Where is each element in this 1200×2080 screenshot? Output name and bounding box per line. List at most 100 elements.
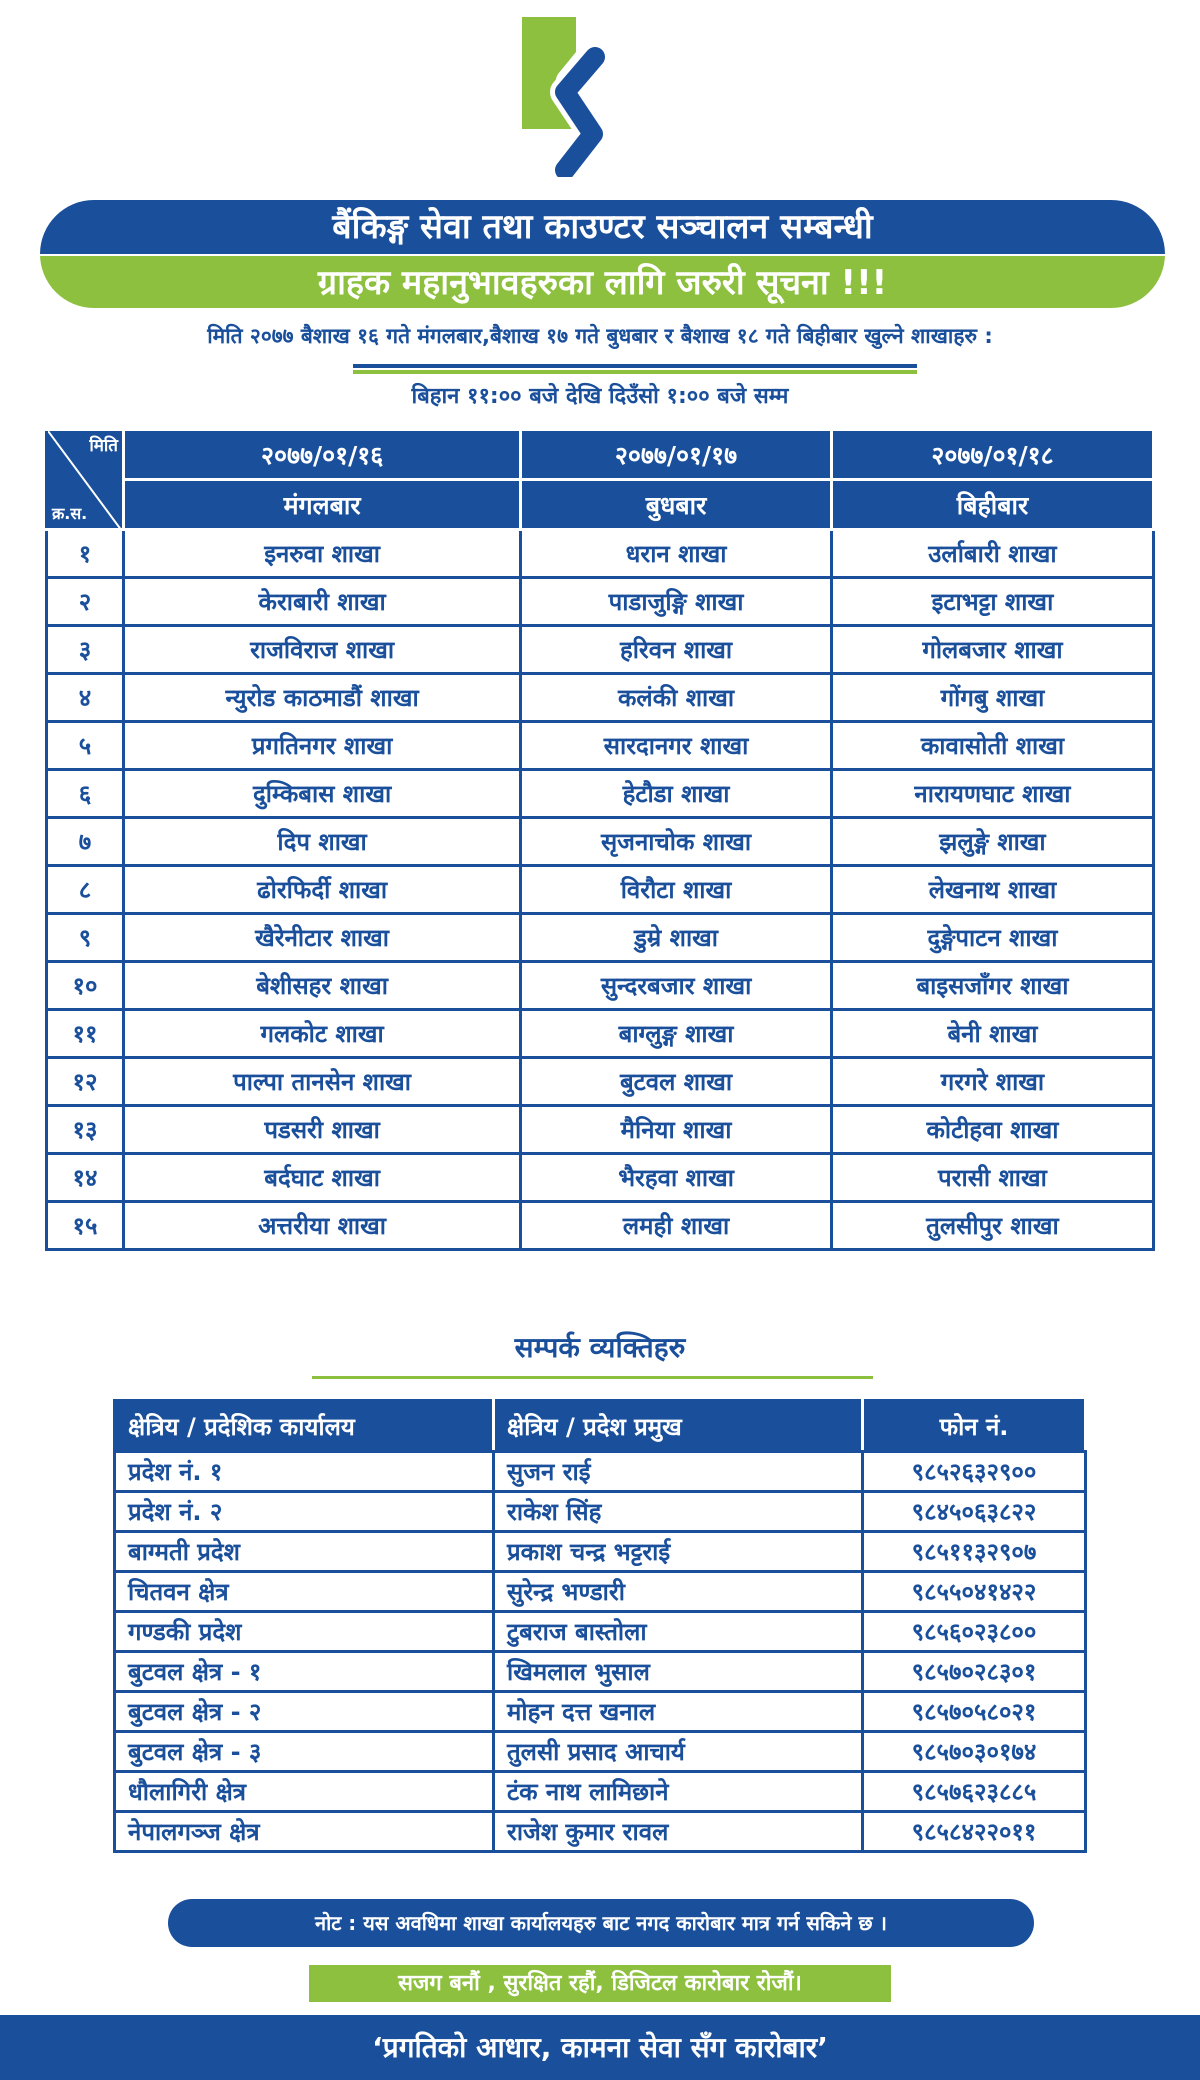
- table-row: ४ न्युरोड काठमाडौं शाखा कलंकी शाखा गोंगबु श…: [45, 672, 1156, 723]
- serial-cell: ५: [45, 720, 125, 771]
- table-row: चितवन क्षेत्र सुरेन्द्र भण्डारी ९८५५०४१४२२: [113, 1570, 1087, 1613]
- branch-cell: प्रगतिनगर शाखा: [121, 720, 523, 771]
- head-cell: मोहन दत्त खनाल: [492, 1690, 864, 1733]
- phone-cell: ९८५६०२३८००: [861, 1610, 1087, 1653]
- notice-banner: बैंकिङ्ग सेवा तथा काउण्टर सञ्चालन सम्बन्…: [40, 200, 1165, 308]
- phone-cell: ९८५७०२८३०१: [861, 1650, 1087, 1693]
- serial-cell: ७: [45, 816, 125, 867]
- branch-cell: केराबारी शाखा: [121, 576, 523, 627]
- branch-cell: तुलसीपुर शाखा: [829, 1200, 1156, 1251]
- banner-subtitle: ग्राहक महानुभावहरुका लागि जरुरी सूचना !!…: [40, 254, 1165, 308]
- corner-header: मिति क्र.स.: [45, 428, 125, 531]
- phone-cell: ९८४५०६३८२२: [861, 1490, 1087, 1533]
- serial-cell: १०: [45, 960, 125, 1011]
- digital-slogan: सजग बनौं , सुरक्षित रहौं, डिजिटल कारोबार…: [309, 1965, 891, 2002]
- divider: [353, 364, 917, 374]
- phone-header: फोन नं.: [861, 1399, 1087, 1453]
- table-row: बुटवल क्षेत्र - ३ तुलसी प्रसाद आचार्य ९८५७…: [113, 1730, 1087, 1773]
- branch-cell: पाडाजुङ्गि शाखा: [519, 576, 833, 627]
- serial-cell: ९: [45, 912, 125, 963]
- banner-title: बैंकिङ्ग सेवा तथा काउण्टर सञ्चालन सम्बन्…: [40, 200, 1165, 254]
- table-row: १० बेशीसहर शाखा सुन्दरबजार शाखा बाइसजाँगर श…: [45, 960, 1156, 1011]
- branch-cell: न्युरोड काठमाडौं शाखा: [121, 672, 523, 723]
- branch-cell: इटाभट्टा शाखा: [829, 576, 1156, 627]
- branch-cell: सारदानगर शाखा: [519, 720, 833, 771]
- table-row: १२ पाल्पा तानसेन शाखा बुटवल शाखा गरगरे शाखा: [45, 1056, 1156, 1107]
- contacts-table: क्षेत्रिय / प्रदेशिक कार्यालय क्षेत्रिय …: [113, 1399, 1087, 1853]
- serial-cell: १२: [45, 1056, 125, 1107]
- office-cell: नेपालगञ्ज क्षेत्र: [113, 1810, 495, 1853]
- table-row: ६ दुम्किबास शाखा हेटौडा शाखा नारायणघाट शाखा: [45, 768, 1156, 819]
- branch-cell: ढोरफिर्दी शाखा: [121, 864, 523, 915]
- date-label: मिति: [89, 436, 118, 456]
- open-dates-text: मिति २०७७ बैशाख १६ गते मंगलबार,बैशाख १७ …: [207, 324, 993, 348]
- day-header: मंगलबार: [121, 478, 523, 531]
- office-header: क्षेत्रिय / प्रदेशिक कार्यालय: [113, 1399, 495, 1453]
- branch-cell: झलुङ्गे शाखा: [829, 816, 1156, 867]
- branch-cell: दुङ्गेपाटन शाखा: [829, 912, 1156, 963]
- branch-cell: पडसरी शाखा: [121, 1104, 523, 1155]
- branch-cell: दिप शाखा: [121, 816, 523, 867]
- serial-cell: ३: [45, 624, 125, 675]
- branch-cell: हेटौडा शाखा: [519, 768, 833, 819]
- branch-cell: परासी शाखा: [829, 1152, 1156, 1203]
- serial-cell: १३: [45, 1104, 125, 1155]
- branch-cell: लमही शाखा: [519, 1200, 833, 1251]
- day-header: बुधबार: [519, 478, 833, 531]
- phone-cell: ९८५८४२२०११: [861, 1810, 1087, 1853]
- branch-cell: उर्लाबारी शाखा: [829, 528, 1156, 579]
- head-cell: सुजन राई: [492, 1450, 864, 1493]
- phone-cell: ९८५११३२९०७: [861, 1530, 1087, 1573]
- date-header: २०७७/०१/१६: [121, 428, 523, 481]
- branch-cell: धरान शाखा: [519, 528, 833, 579]
- branch-cell: सुन्दरबजार शाखा: [519, 960, 833, 1011]
- branch-cell: पाल्पा तानसेन शाखा: [121, 1056, 523, 1107]
- branch-cell: इनरुवा शाखा: [121, 528, 523, 579]
- branch-cell: खैरेनीटार शाखा: [121, 912, 523, 963]
- branch-cell: गलकोट शाखा: [121, 1008, 523, 1059]
- branch-cell: गरगरे शाखा: [829, 1056, 1156, 1107]
- contacts-header-row: क्षेत्रिय / प्रदेशिक कार्यालय क्षेत्रिय …: [113, 1399, 1087, 1453]
- day-header: बिहीबार: [829, 478, 1156, 531]
- table-row: नेपालगञ्ज क्षेत्र राजेश कुमार रावल ९८५८४२२…: [113, 1810, 1087, 1853]
- office-cell: धौलागिरी क्षेत्र: [113, 1770, 495, 1813]
- branch-cell: कलंकी शाखा: [519, 672, 833, 723]
- serial-label: क्र.स.: [52, 504, 88, 523]
- branch-schedule-table: मिति क्र.स. २०७७/०१/१६ २०७७/०१/१७ २०७७/०…: [45, 428, 1156, 1251]
- branch-cell: विरौटा शाखा: [519, 864, 833, 915]
- table-row: बुटवल क्षेत्र - २ मोहन दत्त खनाल ९८५७०५८०२…: [113, 1690, 1087, 1733]
- table-row: प्रदेश नं. १ सुजन राई ९८५२६३२९००: [113, 1450, 1087, 1493]
- head-cell: खिमलाल भुसाल: [492, 1650, 864, 1693]
- branch-cell: लेखनाथ शाखा: [829, 864, 1156, 915]
- table-row: १४ बर्दघाट शाखा भैरहवा शाखा परासी शाखा: [45, 1152, 1156, 1203]
- table-row: २ केराबारी शाखा पाडाजुङ्गि शाखा इटाभट्टा शा…: [45, 576, 1156, 627]
- head-cell: तुलसी प्रसाद आचार्य: [492, 1730, 864, 1773]
- date-header: २०७७/०१/१८: [829, 428, 1156, 481]
- header-row-dates: मिति क्र.स. २०७७/०१/१६ २०७७/०१/१७ २०७७/०…: [45, 428, 1156, 531]
- branch-cell: डुम्रे शाखा: [519, 912, 833, 963]
- branch-cell: बाग्लुङ्ग शाखा: [519, 1008, 833, 1059]
- head-cell: राकेश सिंह: [492, 1490, 864, 1533]
- head-header: क्षेत्रिय / प्रदेश प्रमुख: [492, 1399, 864, 1453]
- branch-cell: बुटवल शाखा: [519, 1056, 833, 1107]
- office-cell: गण्डकी प्रदेश: [113, 1610, 495, 1653]
- cash-transaction-note: नोट : यस अवधिमा शाखा कार्यालयहरु बाट नगद…: [168, 1899, 1034, 1947]
- table-row: १ इनरुवा शाखा धरान शाखा उर्लाबारी शाखा: [45, 528, 1156, 579]
- serial-cell: ११: [45, 1008, 125, 1059]
- branch-cell: बेनी शाखा: [829, 1008, 1156, 1059]
- table-row: गण्डकी प्रदेश टुबराज बास्तोला ९८५६०२३८००: [113, 1610, 1087, 1653]
- office-cell: चितवन क्षेत्र: [113, 1570, 495, 1613]
- phone-cell: ९८५७०५८०२१: [861, 1690, 1087, 1733]
- branch-cell: कावासोती शाखा: [829, 720, 1156, 771]
- table-row: धौलागिरी क्षेत्र टंक नाथ लामिछाने ९८५७६२३८…: [113, 1770, 1087, 1813]
- date-header: २०७७/०१/१७: [519, 428, 833, 481]
- head-cell: सुरेन्द्र भण्डारी: [492, 1570, 864, 1613]
- head-cell: टुबराज बास्तोला: [492, 1610, 864, 1653]
- service-hours-text: बिहान ११:०० बजे देखि दिउँसो १:०० बजे सम्…: [411, 384, 789, 409]
- table-row: १३ पडसरी शाखा मैनिया शाखा कोटीहवा शाखा: [45, 1104, 1156, 1155]
- phone-cell: ९८५२६३२९००: [861, 1450, 1087, 1493]
- table-row: ८ ढोरफिर्दी शाखा विरौटा शाखा लेखनाथ शाखा: [45, 864, 1156, 915]
- office-cell: प्रदेश नं. १: [113, 1450, 495, 1493]
- office-cell: बुटवल क्षेत्र - २: [113, 1690, 495, 1733]
- serial-cell: ८: [45, 864, 125, 915]
